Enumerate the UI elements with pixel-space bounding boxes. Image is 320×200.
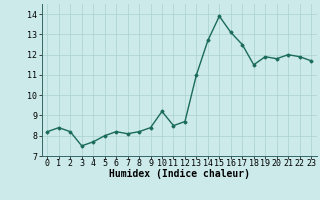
X-axis label: Humidex (Indice chaleur): Humidex (Indice chaleur) bbox=[109, 169, 250, 179]
